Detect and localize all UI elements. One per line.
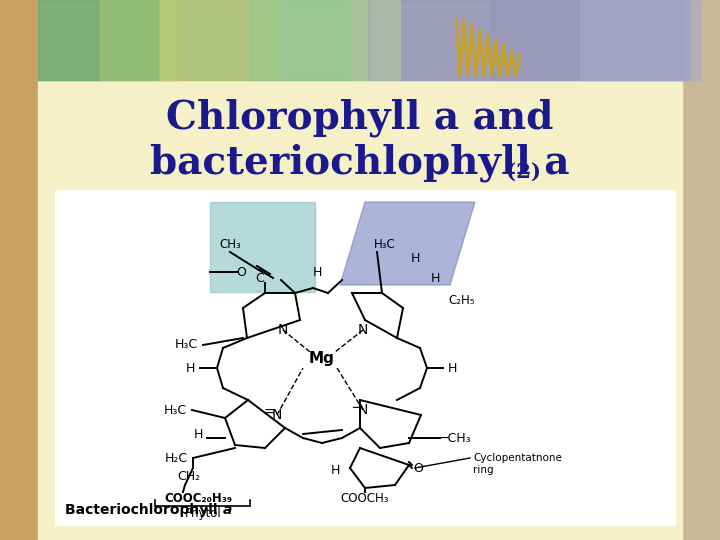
Text: N: N [358,403,368,417]
Text: =: = [264,406,275,420]
Text: C: C [256,272,264,285]
Text: N: N [278,323,288,337]
Text: H₃C: H₃C [374,239,396,252]
Text: N: N [272,408,282,422]
Text: H₂C: H₂C [165,451,188,464]
Bar [280,0,400,80]
Text: H₃C: H₃C [164,403,187,416]
Text: H: H [194,429,203,442]
Text: O: O [236,266,246,279]
Text: a: a [223,503,233,517]
Text: Mg: Mg [309,350,335,366]
Bar [580,0,700,80]
Text: CH₃: CH₃ [219,239,241,252]
Bar [38,0,682,540]
Text: H: H [431,272,440,285]
Text: CH₂: CH₂ [177,470,200,483]
Text: N: N [358,323,368,337]
Bar [0,0,38,540]
Text: O: O [413,462,423,475]
Text: bacteriochlophyll a: bacteriochlophyll a [150,144,570,183]
Text: COOCH₃: COOCH₃ [341,491,390,504]
Text: H: H [312,267,322,280]
Text: Chlorophyll a and: Chlorophyll a and [166,99,554,137]
Text: Cyclopentatnone: Cyclopentatnone [473,453,562,463]
Bar [38,0,368,80]
Text: (2): (2) [506,162,541,182]
Text: ring: ring [473,465,494,475]
Bar [160,0,280,80]
Text: Bacteriochlorophyll: Bacteriochlorophyll [65,503,222,517]
Bar [490,0,690,80]
Text: H₃C: H₃C [175,339,198,352]
Text: ─: ─ [353,401,361,415]
Bar [250,0,350,80]
Text: Phytol: Phytol [184,508,221,521]
Text: H: H [186,361,195,375]
Bar [38,0,158,80]
Bar [368,0,682,80]
Text: H: H [448,361,457,375]
Text: C₂H₅: C₂H₅ [448,294,474,307]
Bar [210,202,315,292]
Text: COOC₂₀H₃₉: COOC₂₀H₃₉ [164,491,232,504]
Bar [55,190,675,525]
Bar [100,0,180,80]
Bar [682,0,720,540]
Text: H: H [330,463,340,476]
Polygon shape [340,202,475,285]
Text: ─CH₃: ─CH₃ [440,431,471,444]
Text: H: H [410,252,420,265]
